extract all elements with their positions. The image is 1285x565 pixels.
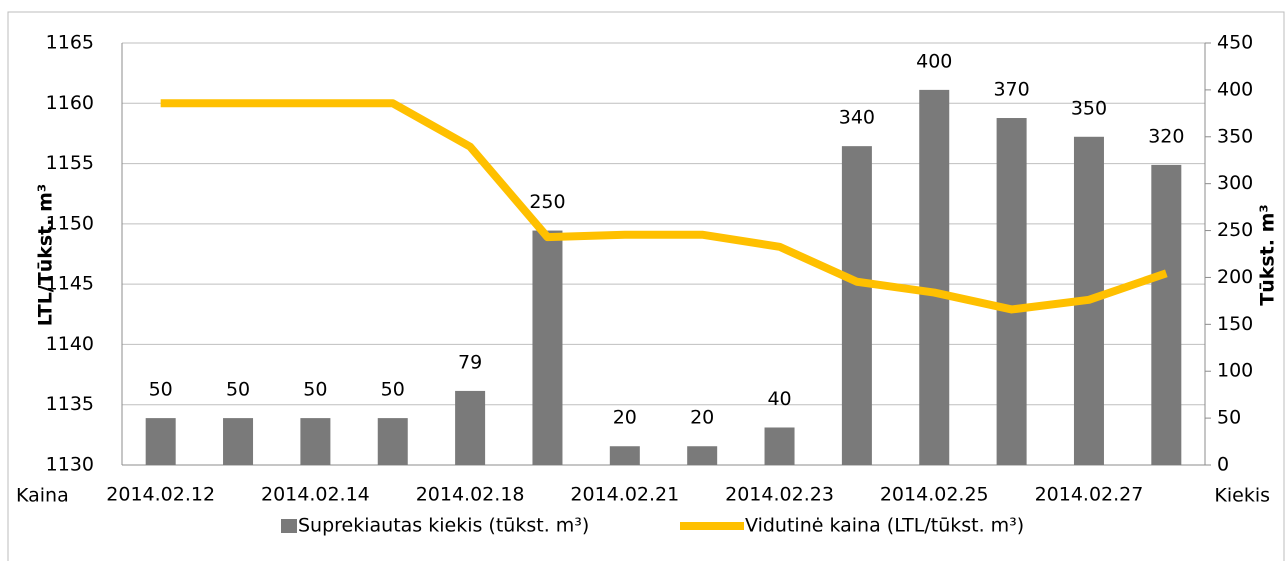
y-tick-label: 1130: [46, 454, 94, 476]
data-label: 250: [529, 191, 565, 213]
x-tick-label: 2014.02.18: [416, 484, 525, 506]
line: [160, 99, 1168, 314]
bar: [687, 446, 718, 465]
y-tick-label: 1135: [46, 393, 94, 415]
data-label: 320: [1148, 125, 1184, 147]
y-axis-title: LTL/Tūkst. m³: [35, 184, 57, 326]
data-label: 50: [381, 379, 405, 401]
y2-tick-label: 300: [1217, 172, 1253, 194]
y-tick-label: 1155: [46, 152, 94, 174]
y2-tick-label: 150: [1217, 313, 1253, 335]
data-label: 50: [226, 379, 250, 401]
data-label: 20: [613, 407, 637, 429]
y2-axis-title: Tūkst. m³: [1257, 204, 1279, 305]
bar: [919, 89, 950, 465]
y2-tick-label: 400: [1217, 78, 1253, 100]
y-tick-label: 1140: [46, 333, 94, 355]
data-label: 50: [303, 379, 327, 401]
y2-tick-label: 50: [1217, 407, 1241, 429]
x-tick-label: 2014.02.12: [106, 484, 215, 506]
y2-tick-label: 450: [1217, 32, 1253, 54]
legend-label: Suprekiautas kiekis (tūkst. m³): [298, 515, 589, 537]
x-tick-label: 2014.02.14: [261, 484, 370, 506]
x-tick-label: 2014.02.27: [1035, 484, 1144, 506]
data-label: 79: [458, 351, 482, 373]
x-tick-label: 2014.02.21: [570, 484, 679, 506]
data-label: 370: [993, 79, 1029, 101]
y2-side-label: Kiekis: [1214, 485, 1270, 507]
y2-tick-label: 350: [1217, 125, 1253, 147]
bar: [532, 230, 563, 465]
bar: [996, 118, 1027, 466]
bar: [1151, 164, 1182, 465]
data-label: 50: [149, 379, 173, 401]
bar: [377, 418, 408, 465]
data-label: 350: [1071, 97, 1107, 119]
y2-tick-label: 250: [1217, 219, 1253, 241]
bar: [841, 146, 872, 465]
x-tick-label: 2014.02.25: [880, 484, 989, 506]
y-tick-label: 1165: [46, 32, 94, 54]
chart-frame: [7, 11, 1285, 565]
x-tick-label: 2014.02.23: [725, 484, 834, 506]
bar: [223, 418, 254, 465]
data-label: 40: [767, 388, 791, 410]
y-tick-label: 1145: [46, 273, 94, 295]
y2-tick-label: 0: [1217, 454, 1229, 476]
data-label: 340: [839, 107, 875, 129]
y2-tick-label: 100: [1217, 360, 1253, 382]
data-label: 400: [916, 50, 952, 72]
y2-tick-label: 200: [1217, 266, 1253, 288]
y-tick-label: 1150: [46, 212, 94, 234]
bar: [455, 390, 486, 465]
data-label: 20: [690, 407, 714, 429]
y-side-label: Kaina: [16, 485, 69, 507]
bar: [764, 427, 795, 465]
bar: [145, 418, 176, 465]
bar: [300, 418, 331, 465]
legend-label: Vidutinė kaina (LTL/tūkst. m³): [745, 515, 1024, 537]
bar: [609, 446, 640, 465]
legend-swatch: [281, 519, 297, 533]
y-tick-label: 1160: [46, 92, 94, 114]
